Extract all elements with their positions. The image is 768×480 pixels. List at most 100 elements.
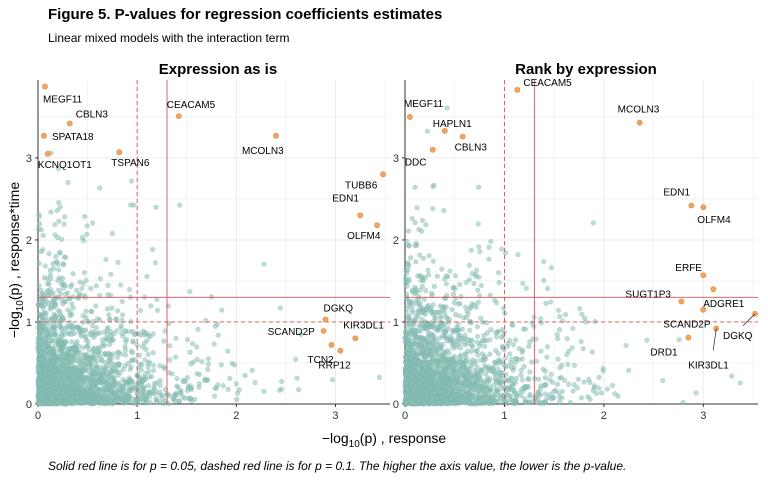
data-point bbox=[113, 389, 120, 395]
data-point bbox=[187, 288, 193, 295]
point-label: TUBB6 bbox=[345, 180, 378, 191]
data-point bbox=[413, 301, 419, 307]
data-point bbox=[519, 386, 525, 392]
data-point bbox=[609, 382, 616, 389]
data-point bbox=[547, 299, 554, 305]
data-point bbox=[469, 344, 475, 350]
point-label: TCN2 bbox=[307, 355, 334, 366]
data-point bbox=[69, 339, 75, 345]
data-point bbox=[111, 351, 117, 357]
data-point bbox=[548, 371, 554, 378]
data-point bbox=[482, 390, 488, 396]
data-point bbox=[169, 371, 176, 377]
data-point bbox=[66, 396, 73, 402]
data-point bbox=[405, 346, 411, 352]
x-tick-label: 0 bbox=[35, 410, 41, 422]
data-point bbox=[219, 307, 225, 313]
data-point bbox=[455, 321, 461, 328]
highlight-point bbox=[352, 335, 359, 342]
data-point bbox=[145, 360, 152, 367]
data-point bbox=[194, 344, 200, 350]
data-point bbox=[150, 246, 156, 253]
data-point bbox=[433, 395, 439, 401]
data-point bbox=[406, 278, 412, 284]
data-point bbox=[452, 295, 459, 301]
highlight-point bbox=[514, 86, 521, 93]
data-point bbox=[84, 231, 90, 237]
data-point bbox=[76, 354, 82, 360]
data-point bbox=[91, 384, 97, 391]
data-point bbox=[409, 307, 416, 313]
data-point bbox=[430, 205, 436, 212]
data-point bbox=[499, 327, 505, 333]
point-label: SCAND2P bbox=[663, 320, 711, 331]
x-tick-label: 1 bbox=[134, 410, 140, 422]
data-point bbox=[57, 397, 63, 403]
data-point bbox=[507, 393, 513, 399]
x-tick-label: 2 bbox=[601, 410, 607, 422]
data-point bbox=[458, 294, 464, 300]
data-point bbox=[294, 375, 300, 381]
data-point bbox=[88, 308, 94, 315]
data-point bbox=[543, 300, 549, 307]
data-point bbox=[36, 214, 42, 220]
y-tick-label: 0 bbox=[393, 399, 399, 411]
data-point bbox=[61, 383, 67, 390]
data-point bbox=[171, 395, 177, 401]
data-point bbox=[454, 370, 460, 376]
data-point bbox=[38, 287, 44, 294]
data-point bbox=[487, 351, 493, 357]
data-point bbox=[77, 328, 83, 334]
data-point bbox=[542, 375, 549, 381]
data-point bbox=[277, 305, 283, 311]
data-point bbox=[475, 352, 481, 358]
data-point bbox=[437, 303, 443, 309]
data-point bbox=[519, 349, 525, 355]
data-point bbox=[65, 307, 71, 313]
data-point bbox=[83, 308, 89, 314]
data-point bbox=[559, 362, 565, 368]
data-point bbox=[536, 376, 542, 382]
data-point bbox=[542, 368, 549, 374]
data-point bbox=[542, 398, 548, 404]
data-point bbox=[164, 391, 171, 397]
data-point bbox=[146, 389, 152, 395]
data-point bbox=[63, 254, 69, 261]
data-point bbox=[94, 358, 100, 364]
data-point bbox=[43, 341, 49, 347]
data-point bbox=[526, 343, 532, 350]
data-point bbox=[525, 376, 532, 382]
data-point bbox=[442, 329, 448, 336]
data-point bbox=[96, 292, 103, 299]
data-point bbox=[79, 373, 86, 379]
data-point bbox=[457, 354, 463, 360]
data-point bbox=[73, 287, 80, 293]
x-tick-label: 2 bbox=[233, 410, 239, 422]
data-point bbox=[296, 386, 302, 393]
data-point bbox=[426, 253, 432, 259]
data-point bbox=[50, 359, 56, 365]
data-point bbox=[487, 337, 493, 343]
data-point bbox=[465, 336, 471, 343]
data-point bbox=[579, 311, 585, 318]
data-point bbox=[545, 285, 551, 292]
data-point bbox=[139, 391, 145, 397]
data-point bbox=[420, 255, 426, 262]
data-point bbox=[79, 399, 85, 406]
data-point bbox=[51, 366, 57, 372]
data-point bbox=[441, 207, 447, 214]
data-point bbox=[417, 378, 424, 385]
data-point bbox=[120, 398, 126, 404]
data-point bbox=[555, 356, 561, 362]
data-point bbox=[178, 389, 184, 396]
data-point bbox=[122, 378, 128, 384]
data-point bbox=[65, 386, 71, 392]
data-point bbox=[422, 320, 428, 326]
data-point bbox=[63, 377, 70, 383]
data-point bbox=[49, 371, 55, 377]
data-point bbox=[442, 357, 449, 364]
data-point bbox=[174, 376, 180, 382]
data-point bbox=[51, 386, 57, 392]
data-point bbox=[410, 399, 416, 405]
data-point bbox=[51, 265, 57, 272]
